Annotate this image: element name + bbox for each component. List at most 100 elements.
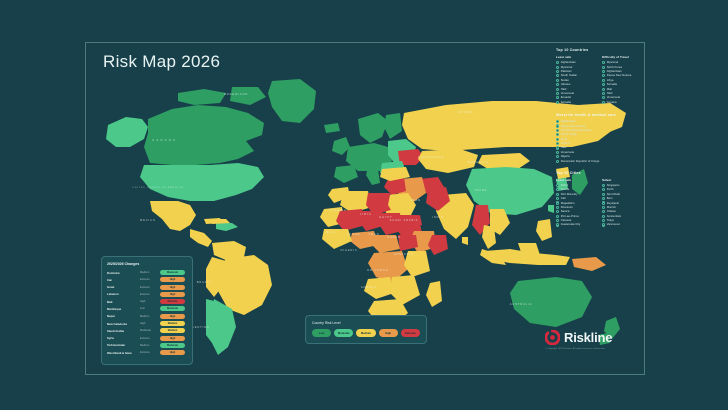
bullet-icon xyxy=(556,100,560,104)
legend-pill[interactable]: High xyxy=(378,329,398,338)
country-algeria xyxy=(340,191,372,213)
city-list: Kabul Quetta Port Moresby Cali Mogadishu Khar… xyxy=(556,183,596,227)
list-item-label: Afghanistan xyxy=(606,70,622,74)
bullet-icon xyxy=(556,159,560,163)
bullet-icon xyxy=(602,223,606,227)
column-heading: Least safe xyxy=(556,55,572,59)
legend-pill[interactable]: Extreme xyxy=(400,329,421,338)
map-country-label: INDIA xyxy=(432,215,443,219)
island-taiwan xyxy=(548,205,554,213)
bullet-icon xyxy=(602,183,606,187)
list-item: Sudan xyxy=(556,78,596,82)
map-country-label: CHAD xyxy=(369,232,380,236)
changes-row-list: Dominica Medium Moderate Iran Extreme High Isr… xyxy=(107,270,187,356)
country-japan xyxy=(572,169,588,195)
region-caribbean xyxy=(216,223,238,231)
bullet-icon xyxy=(602,192,606,196)
list-item-label: Sudan xyxy=(560,78,569,82)
change-row: Nepal Medium High xyxy=(107,313,187,319)
list-item-label: North Korea xyxy=(606,65,623,69)
list-item-label: Guatemala City xyxy=(560,223,581,227)
map-country-label: AUSTRALIA xyxy=(510,302,533,306)
bullet-icon xyxy=(602,65,606,69)
list-item: Port-au-Prince xyxy=(556,214,596,218)
change-new-level-badge: Moderate xyxy=(160,270,185,275)
map-country-label: UNITED STATES OF AMERICA xyxy=(132,186,183,189)
change-row: New Caledonia High Medium xyxy=(107,321,187,327)
list-item-label: Perth xyxy=(606,188,614,192)
list-item-label: Quetta xyxy=(560,188,570,192)
countries-least-safe-column: Least safe Afghanistan Myanmar Pakistan Sou… xyxy=(556,55,596,105)
change-row: Dominica Medium Moderate xyxy=(107,270,187,275)
list-item-label: Venezuela xyxy=(606,96,620,100)
change-new-level-badge: Extreme xyxy=(160,299,185,305)
list-item: Port Moresby xyxy=(556,192,596,196)
change-new-level-badge: High xyxy=(160,291,185,297)
map-country-label: MEXICO xyxy=(140,218,156,222)
country-libya xyxy=(366,193,394,215)
bullet-icon xyxy=(556,183,560,187)
country-cameroon-car xyxy=(372,235,400,253)
country-turkey xyxy=(380,167,410,181)
list-item-label: Bern xyxy=(606,197,613,201)
region-scandinavia xyxy=(358,113,388,143)
change-country-name: Martinique xyxy=(107,306,122,311)
list-item: Myanmar xyxy=(556,65,596,69)
list-item-label: Tokyo xyxy=(606,219,615,223)
list-item-label: Nigeria xyxy=(560,155,570,159)
country-brazil xyxy=(216,255,272,315)
map-country-label: SUDAN xyxy=(387,235,401,239)
riskline-logo-icon xyxy=(545,330,560,345)
column-heading: Safest xyxy=(602,177,612,182)
island-sumatra xyxy=(480,249,506,265)
country-chad xyxy=(378,213,402,235)
country-kazakhstan xyxy=(418,149,478,173)
list-item: Guyana xyxy=(602,100,642,104)
change-previous-level: Moderate xyxy=(140,329,151,333)
list-item-label: Ecuador xyxy=(560,96,572,100)
list-item-label: Myanmar xyxy=(606,61,619,65)
change-previous-level: Medium xyxy=(140,271,150,274)
change-previous-level: High xyxy=(140,322,146,326)
page-title: Risk Map 2026 xyxy=(103,52,221,71)
list-item: Somalia xyxy=(556,100,596,104)
legend-pill[interactable]: Medium xyxy=(356,329,376,338)
list-item-label: Afghanistan xyxy=(560,61,576,65)
bullet-icon xyxy=(556,223,560,227)
country-south-sudan xyxy=(398,235,418,251)
region-west-africa-coast xyxy=(322,229,352,249)
bullet-icon xyxy=(602,201,606,205)
list-item-label: Mogadishu xyxy=(560,201,575,205)
change-previous-level: Medium xyxy=(140,314,150,318)
legend-pill[interactable]: Low xyxy=(312,329,332,338)
list-item-label: Papua New Guinea xyxy=(606,74,632,78)
list-item: Pakistan xyxy=(556,69,596,74)
list-item-label: Libya xyxy=(606,78,614,82)
list-item: Caracas xyxy=(556,219,596,223)
bullet-icon xyxy=(602,100,606,104)
bullet-icon xyxy=(602,197,606,201)
country-canada-arctic xyxy=(178,89,226,105)
column-heading: Difficulty of Travel xyxy=(602,55,629,59)
change-new-level-badge: High xyxy=(160,350,185,356)
list-item: Ecuador xyxy=(556,96,596,100)
bullet-icon xyxy=(556,61,560,65)
change-previous-level: High xyxy=(140,300,146,304)
change-country-name: New Caledonia xyxy=(107,321,127,326)
list-item-label: Yemen xyxy=(560,142,570,146)
legend-pill[interactable]: Moderate xyxy=(334,329,354,338)
island-cuba-2 xyxy=(204,218,222,224)
list-item-label: Afghanistan xyxy=(560,120,576,124)
list-item: Syria xyxy=(556,137,642,141)
list-item: Quetta xyxy=(556,188,596,192)
list-item-label: Haiti xyxy=(560,87,567,91)
list-item-label: Somalia xyxy=(606,83,617,87)
country-ukraine xyxy=(398,149,424,165)
list-item-label: Papua New Guinea xyxy=(560,124,586,128)
change-previous-level: Extreme xyxy=(140,351,150,355)
bullet-icon xyxy=(602,78,606,82)
country-dr-congo xyxy=(368,251,408,283)
list-item-label: Singapore xyxy=(606,183,620,187)
list-item: Venezuela xyxy=(602,96,642,100)
bullet-icon xyxy=(556,150,560,154)
